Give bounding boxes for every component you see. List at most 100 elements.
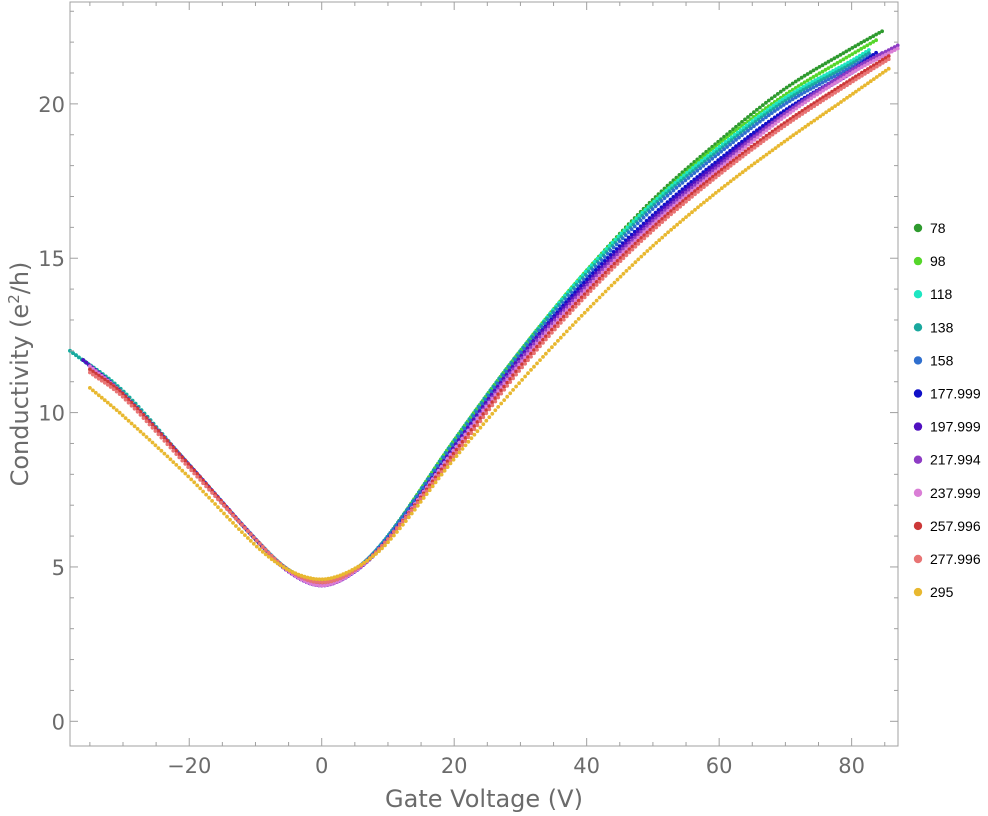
data-point [630, 263, 635, 267]
data-point [251, 541, 256, 546]
data-point [597, 276, 602, 281]
data-point [555, 307, 560, 312]
data-point [674, 175, 679, 180]
data-point [174, 452, 179, 456]
data-point [684, 215, 688, 220]
data-point [654, 222, 659, 227]
data-point [195, 472, 200, 476]
data-point [389, 533, 393, 538]
data-point [719, 149, 723, 154]
data-point [660, 214, 665, 218]
data-point [398, 526, 402, 531]
data-point [550, 327, 554, 332]
data-point [603, 259, 607, 263]
data-point [832, 56, 837, 61]
data-point [705, 198, 709, 203]
data-point [788, 120, 793, 124]
data-point [612, 255, 617, 260]
data-point [743, 137, 747, 142]
data-point [767, 126, 772, 130]
data-point [779, 114, 784, 118]
data-point [764, 133, 769, 138]
data-point [570, 298, 575, 303]
data-point [564, 314, 569, 319]
data-point [201, 478, 206, 483]
data-point [501, 373, 506, 378]
data-point [868, 68, 873, 73]
data-point [719, 167, 724, 172]
data-point [672, 200, 676, 205]
data-point [624, 247, 629, 252]
data-point [597, 273, 602, 278]
data-point [815, 99, 820, 104]
data-point [74, 353, 78, 358]
data-point [463, 443, 468, 448]
data-point [623, 233, 628, 238]
data-point [538, 344, 542, 349]
data-point [678, 201, 682, 206]
data-point [883, 56, 888, 60]
data-point [660, 211, 665, 215]
data-point [687, 197, 691, 202]
data-point [609, 268, 614, 272]
data-point [874, 50, 878, 55]
data-point [168, 445, 173, 450]
data-point [704, 167, 709, 172]
data-point [877, 62, 882, 67]
data-point [765, 108, 770, 112]
data-point [585, 283, 590, 287]
data-point [269, 553, 274, 558]
data-point [841, 57, 846, 62]
data-point [204, 492, 209, 497]
data-point [99, 395, 104, 400]
data-point [189, 468, 194, 473]
data-point [719, 186, 724, 191]
data-point [644, 218, 649, 223]
data-point [785, 109, 790, 114]
data-point [582, 289, 587, 294]
data-point [573, 320, 578, 324]
data-point [749, 140, 754, 145]
data-point [874, 61, 879, 66]
data-point [114, 389, 119, 394]
data-point [561, 311, 566, 316]
data-point [272, 559, 277, 564]
data-point [845, 70, 849, 75]
data-point [768, 106, 773, 110]
data-point [690, 210, 694, 215]
data-point [317, 577, 322, 582]
data-point [144, 419, 149, 424]
data-point [132, 406, 137, 411]
data-point [824, 83, 828, 88]
data-point [761, 139, 766, 144]
data-point [711, 178, 715, 182]
data-point [687, 212, 691, 217]
data-point [594, 273, 599, 278]
data-point [93, 374, 98, 379]
data-point [553, 318, 557, 322]
data-point [791, 108, 796, 113]
data-point [528, 339, 533, 344]
data-point [753, 116, 758, 121]
data-point [606, 256, 610, 260]
data-point [284, 567, 289, 571]
data-point [800, 126, 805, 131]
data-point [775, 92, 780, 96]
data-point [767, 123, 772, 127]
data-point [794, 103, 799, 108]
data-point [680, 181, 685, 185]
data-point [448, 447, 452, 452]
data-point [719, 164, 724, 169]
data-point [809, 93, 814, 98]
data-point [630, 247, 635, 252]
data-point [567, 294, 571, 299]
legend-label: 217.994 [930, 452, 981, 468]
data-point [495, 381, 500, 386]
data-point [430, 484, 435, 489]
data-point [579, 292, 584, 297]
data-point [766, 119, 771, 124]
data-point [287, 568, 292, 573]
data-point [433, 477, 438, 482]
data-point [728, 154, 733, 159]
data-point [775, 107, 780, 111]
